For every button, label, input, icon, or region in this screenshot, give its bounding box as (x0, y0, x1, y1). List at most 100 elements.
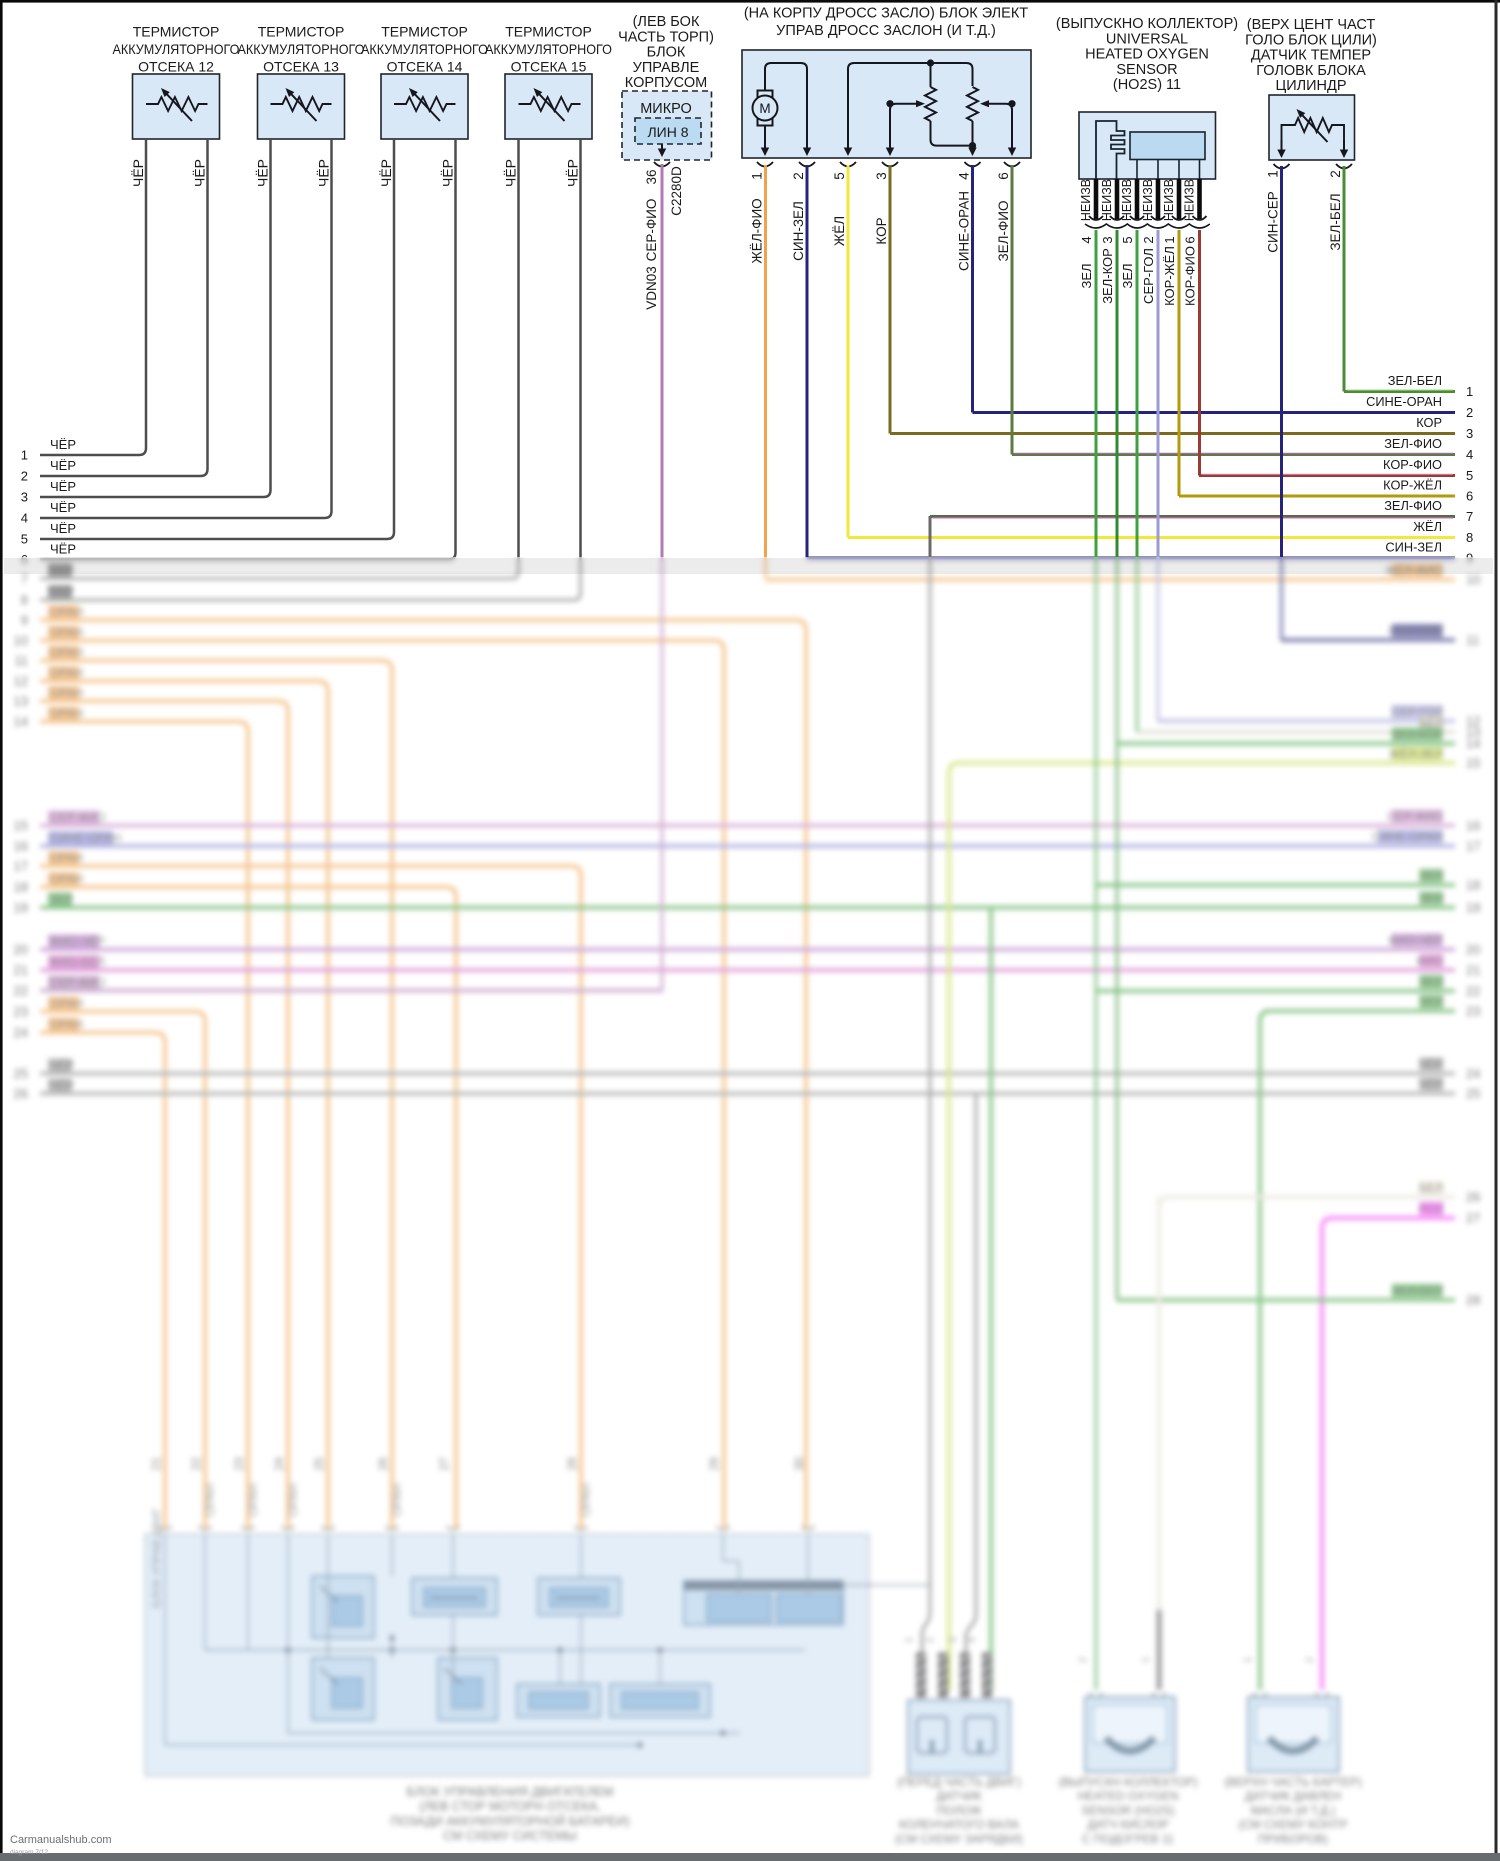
svg-text:VDN03: VDN03 (644, 266, 659, 310)
svg-text:ТЕРМИСТОР: ТЕРМИСТОР (258, 24, 345, 40)
svg-text:ЗЕЛ-БЕЛ: ЗЕЛ-БЕЛ (1388, 373, 1442, 388)
svg-text:4: 4 (21, 511, 28, 526)
svg-text:ЗЕЛ: ЗЕЛ (1079, 263, 1094, 288)
svg-text:ТЕРМИСТОР: ТЕРМИСТОР (505, 24, 592, 40)
svg-text:СИНЕ-ОРАН: СИНЕ-ОРАН (957, 191, 972, 271)
svg-text:СИН-ЗЕЛ: СИН-ЗЕЛ (791, 201, 806, 261)
svg-text:НЕИЗВ: НЕИЗВ (1162, 179, 1176, 221)
svg-text:UNIVERSAL: UNIVERSAL (1106, 31, 1188, 47)
svg-text:МИКРО: МИКРО (640, 101, 692, 117)
svg-text:ЧАСТЬ ТОРП): ЧАСТЬ ТОРП) (618, 29, 714, 45)
svg-text:АККУМУЛЯТОРНОГО: АККУМУЛЯТОРНОГО (361, 41, 488, 57)
svg-text:2: 2 (1328, 170, 1343, 178)
svg-text:SENSOR: SENSOR (1116, 62, 1177, 78)
svg-text:КОР: КОР (1416, 415, 1442, 430)
svg-text:4: 4 (1466, 447, 1473, 462)
svg-text:КОР-ЖЁЛ: КОР-ЖЁЛ (1383, 478, 1442, 493)
svg-text:КОР-ЖЁЛ: КОР-ЖЁЛ (1162, 246, 1177, 306)
svg-text:ОТСЕКА 13: ОТСЕКА 13 (263, 59, 339, 75)
svg-text:ЧЁР: ЧЁР (565, 159, 581, 187)
svg-text:ЧЁР: ЧЁР (440, 159, 456, 187)
svg-text:ЧЁР: ЧЁР (50, 437, 76, 452)
svg-text:ЧЁР: ЧЁР (130, 159, 146, 187)
svg-text:2: 2 (21, 469, 28, 484)
svg-text:ЧЁР: ЧЁР (503, 159, 519, 187)
svg-text:(HO2S) 11: (HO2S) 11 (1113, 77, 1181, 93)
svg-text:ЧЁР: ЧЁР (50, 542, 76, 557)
svg-text:ЗЕЛ-ФИО: ЗЕЛ-ФИО (1384, 498, 1442, 513)
svg-text:КОР: КОР (874, 217, 889, 244)
svg-text:1: 1 (21, 448, 28, 463)
svg-text:ЧЁР: ЧЁР (50, 458, 76, 473)
svg-text:КОР-ФИО: КОР-ФИО (1183, 246, 1198, 306)
svg-text:ЗЕЛ-БЕЛ: ЗЕЛ-БЕЛ (1328, 193, 1343, 250)
svg-text:ЧЁР: ЧЁР (50, 500, 76, 515)
svg-text:ЧЁР: ЧЁР (50, 521, 76, 536)
svg-text:ЗЕЛ-ФИО: ЗЕЛ-ФИО (1384, 436, 1442, 451)
svg-text:АККУМУЛЯТОРНОГО: АККУМУЛЯТОРНОГО (238, 41, 365, 57)
svg-text:4: 4 (957, 172, 972, 180)
svg-text:1: 1 (1266, 170, 1281, 178)
svg-text:ЖЁЛ: ЖЁЛ (1413, 519, 1442, 534)
svg-text:6: 6 (1183, 236, 1198, 243)
svg-text:ЧЁР: ЧЁР (378, 159, 394, 187)
svg-text:НЕИЗВ: НЕИЗВ (1100, 179, 1114, 221)
svg-text:ГОЛО БЛОК ЦИЛИ): ГОЛО БЛОК ЦИЛИ) (1245, 32, 1377, 48)
svg-text:КОРПУСОМ: КОРПУСОМ (625, 75, 707, 91)
svg-text:НЕИЗВ: НЕИЗВ (1079, 179, 1093, 221)
svg-text:C2280D: C2280D (669, 166, 684, 216)
svg-text:3: 3 (21, 490, 28, 505)
svg-text:5: 5 (21, 532, 28, 547)
svg-text:ЗЕЛ-ФИО: ЗЕЛ-ФИО (996, 201, 1011, 262)
svg-text:ЧЁР: ЧЁР (50, 479, 76, 494)
svg-text:ТЕРМИСТОР: ТЕРМИСТОР (133, 24, 220, 40)
svg-text:ЖЁЛ: ЖЁЛ (832, 216, 847, 246)
svg-text:(ВЫПУСКНО КОЛЛЕКТОР): (ВЫПУСКНО КОЛЛЕКТОР) (1056, 16, 1238, 32)
svg-text:ОТСЕКА 14: ОТСЕКА 14 (387, 59, 463, 75)
svg-text:5: 5 (832, 172, 847, 180)
svg-text:(ЛЕВ БОК: (ЛЕВ БОК (633, 14, 700, 30)
svg-text:ЧЁР: ЧЁР (255, 159, 271, 187)
svg-text:6: 6 (996, 172, 1011, 180)
svg-text:ЧЁР: ЧЁР (192, 159, 208, 187)
svg-text:7: 7 (1466, 509, 1473, 524)
svg-text:ОТСЕКА 12: ОТСЕКА 12 (138, 59, 214, 75)
svg-text:3: 3 (1466, 426, 1473, 441)
svg-text:HEATED OXYGEN: HEATED OXYGEN (1085, 47, 1209, 63)
svg-text:ЛИН 8: ЛИН 8 (647, 124, 688, 140)
svg-text:2: 2 (1141, 236, 1156, 243)
svg-text:2: 2 (791, 172, 806, 180)
svg-text:КОР-ФИО: КОР-ФИО (1383, 457, 1442, 472)
svg-text:НЕИЗВ: НЕИЗВ (1183, 179, 1197, 221)
svg-text:1: 1 (1162, 236, 1177, 243)
svg-text:УПРАВ ДРОСС ЗАСЛОН (И Т.Д.): УПРАВ ДРОСС ЗАСЛОН (И Т.Д.) (776, 23, 996, 39)
svg-text:36: 36 (644, 169, 659, 184)
svg-text:3: 3 (1100, 236, 1115, 243)
svg-text:ГОЛОВК БЛОКА: ГОЛОВК БЛОКА (1256, 63, 1366, 79)
svg-text:ДАТЧИК ТЕМПЕР: ДАТЧИК ТЕМПЕР (1251, 48, 1371, 64)
svg-text:M: M (759, 101, 770, 116)
svg-text:8: 8 (1466, 530, 1473, 545)
svg-text:ЗЕЛ: ЗЕЛ (1120, 263, 1135, 288)
svg-text:АККУМУЛЯТОРНОГО: АККУМУЛЯТОРНОГО (485, 41, 612, 57)
svg-text:1: 1 (1466, 384, 1473, 399)
svg-text:ЖЁЛ-ФИО: ЖЁЛ-ФИО (750, 198, 765, 263)
svg-text:СИНЕ-ОРАН: СИНЕ-ОРАН (1366, 394, 1442, 409)
svg-text:5: 5 (1466, 468, 1473, 483)
svg-text:(ВЕРХ ЦЕНТ ЧАСТ: (ВЕРХ ЦЕНТ ЧАСТ (1247, 17, 1376, 33)
svg-text:БЛОК: БЛОК (647, 45, 686, 61)
svg-text:УПРАВЛЕ: УПРАВЛЕ (633, 60, 700, 76)
svg-text:2: 2 (1466, 405, 1473, 420)
svg-text:ЗЕЛ-КОР: ЗЕЛ-КОР (1100, 248, 1115, 304)
svg-text:СИН-СЕР: СИН-СЕР (1266, 191, 1281, 252)
svg-text:(НА КОРПУ ДРОСС ЗАСЛО) БЛОК ЭЛ: (НА КОРПУ ДРОСС ЗАСЛО) БЛОК ЭЛЕКТ (744, 6, 1028, 22)
svg-text:СЕР-ФИО: СЕР-ФИО (644, 199, 659, 262)
svg-text:ОТСЕКА 15: ОТСЕКА 15 (511, 59, 587, 75)
svg-text:6: 6 (1466, 489, 1473, 504)
svg-text:ЦИЛИНДР: ЦИЛИНДР (1275, 78, 1346, 94)
svg-text:ЧЁР: ЧЁР (316, 159, 332, 187)
svg-text:СЕР-ГОЛ: СЕР-ГОЛ (1141, 248, 1156, 304)
svg-text:АККУМУЛЯТОРНОГО: АККУМУЛЯТОРНОГО (113, 41, 240, 57)
svg-text:4: 4 (1079, 236, 1094, 243)
svg-text:3: 3 (874, 172, 889, 180)
